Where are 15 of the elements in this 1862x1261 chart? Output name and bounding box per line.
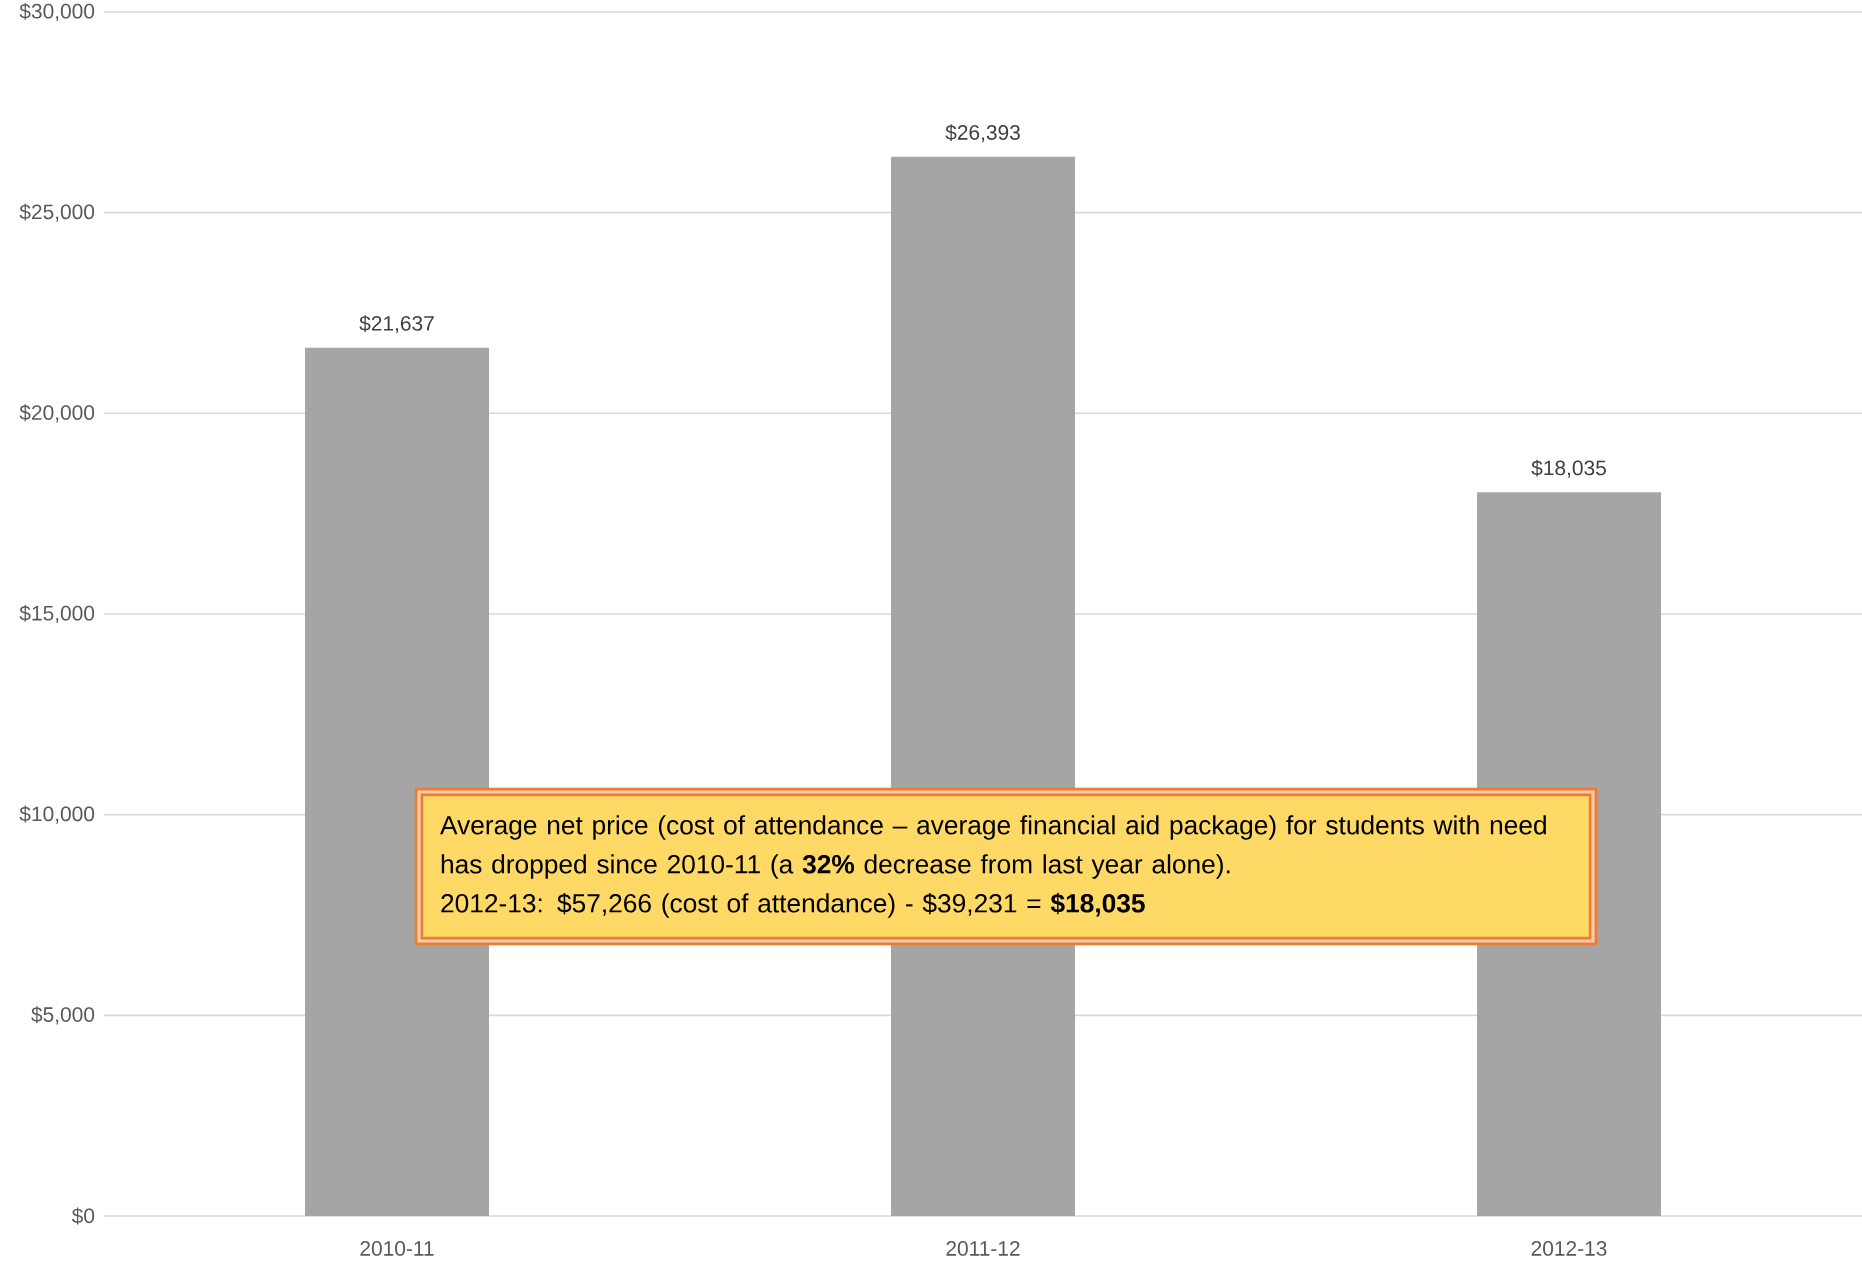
y-tick-label: $15,000 <box>19 604 95 624</box>
data-label: $26,393 <box>945 124 1020 143</box>
x-tick-label: 2012-13 <box>1531 1241 1607 1256</box>
data-label: $21,637 <box>359 315 434 334</box>
x-tick-label: 2010-11 <box>360 1241 434 1256</box>
y-tick-label: $10,000 <box>19 805 95 824</box>
y-tick-label: $20,000 <box>19 404 95 423</box>
annotation: 2012-13: $57,266 (cost of attendance) - $39,231 = $18,035 <box>441 892 1145 918</box>
y-tick-label: $5,000 <box>31 1006 95 1025</box>
data-label: $18,035 <box>1531 459 1606 478</box>
y-tick-label: $30,000 <box>19 2 95 22</box>
x-tick-label: 2011-12 <box>946 1241 1020 1256</box>
annotation: Average net price (cost of attendance – average financial aid package) for students with need has dropped since 2010-11 (a 32% decrease from last year alone). <box>440 815 1546 879</box>
y-tick-label: $0 <box>71 1207 95 1225</box>
y-tick-label: $25,000 <box>19 203 95 222</box>
